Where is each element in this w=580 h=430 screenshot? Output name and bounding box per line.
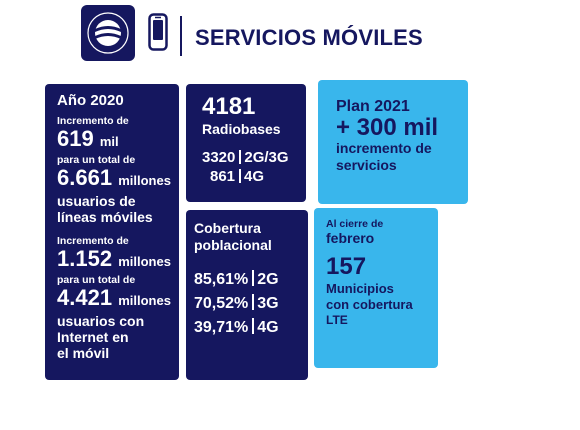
lines-total-prefix: para un total de <box>57 154 136 166</box>
coverage-row-value: 85,61% <box>194 271 249 288</box>
plan-value: + 300 mil <box>336 114 439 141</box>
coverage-row-value: 70,52% <box>194 295 249 312</box>
radiobases-row-tech: 2G/3G <box>244 149 289 166</box>
lines-label-2: líneas móviles <box>57 209 153 225</box>
lines-increment: 619 mil <box>57 127 179 154</box>
coverage-row-tech: 3G <box>257 295 279 312</box>
coverage-row-tech: 4G <box>257 319 279 336</box>
coverage-row: 39,71% 4G <box>194 316 308 340</box>
internet-total: 4.421 millones <box>57 286 179 313</box>
radiobases-row: 861 4G <box>202 167 306 186</box>
etecsa-logo <box>81 5 135 61</box>
municipalities-panel: Al cierre de febrero 157 Municipios con … <box>314 208 438 368</box>
municipalities-label-2: con cobertura <box>326 297 413 312</box>
lines-increment-unit: mil <box>99 134 119 149</box>
separator-bar <box>252 270 255 286</box>
radiobases-panel: 4181 Radiobases 3320 2G/3G 861 4G <box>186 84 306 202</box>
page-title: SERVICIOS MÓVILES <box>195 25 423 50</box>
coverage-row-value: 39,71% <box>194 319 249 336</box>
internet-increment-prefix: Incremento de <box>57 235 129 247</box>
radiobases-label: Radiobases <box>202 121 281 137</box>
radiobases-row-tech: 4G <box>244 168 265 185</box>
users-panel: Año 2020 Incremento de 619 mil para un t… <box>45 84 179 380</box>
separator-bar <box>239 169 242 183</box>
lines-increment-value: 619 <box>57 126 94 151</box>
plan-panel: Plan 2021 + 300 mil incremento de servic… <box>318 80 468 204</box>
radiobases-row-value: 3320 <box>202 149 236 166</box>
internet-label-1: usuarios con <box>57 313 145 329</box>
coverage-title: Cobertura poblacional <box>194 220 308 254</box>
internet-label-2: Internet en <box>57 329 129 345</box>
mobile-phone-icon <box>148 13 168 51</box>
header-divider <box>180 16 182 56</box>
lines-increment-prefix: Incremento de <box>57 115 129 127</box>
lines-total-unit: millones <box>118 173 171 188</box>
coverage-row-tech: 2G <box>257 271 279 288</box>
separator-bar <box>239 150 242 164</box>
internet-increment-unit: millones <box>118 254 171 269</box>
plan-label-1: incremento de <box>336 140 432 156</box>
municipalities-label-3: LTE <box>326 313 348 327</box>
municipalities-month: febrero <box>326 230 375 246</box>
coverage-title-1: Cobertura <box>194 220 261 236</box>
internet-label-3: el móvil <box>57 345 110 361</box>
coverage-row: 85,61% 2G <box>194 268 308 292</box>
radiobases-row: 3320 2G/3G <box>202 148 306 167</box>
lines-total: 6.661 millones <box>57 166 179 193</box>
internet-increment-value: 1.152 <box>57 246 113 271</box>
coverage-row: 70,52% 3G <box>194 292 308 316</box>
plan-label-2: servicios <box>336 157 397 173</box>
plan-title: Plan 2021 <box>336 98 410 115</box>
coverage-panel: Cobertura poblacional 85,61% 2G 70,52% 3G … <box>186 210 308 380</box>
radiobases-row-value: 861 <box>210 168 236 185</box>
internet-increment: 1.152 millones <box>57 247 179 274</box>
internet-total-unit: millones <box>118 293 171 308</box>
lines-total-value: 6.661 <box>57 165 113 190</box>
separator-bar <box>252 294 255 310</box>
municipalities-prefix: Al cierre de <box>326 218 384 230</box>
year-label: Año 2020 <box>57 92 124 109</box>
municipalities-label-1: Municipios <box>326 281 394 296</box>
lines-label-1: usuarios de <box>57 193 136 209</box>
internet-total-prefix: para un total de <box>57 274 136 286</box>
radiobases-total: 4181 <box>202 93 256 120</box>
separator-bar <box>252 318 255 334</box>
internet-total-value: 4.421 <box>57 285 113 310</box>
coverage-title-2: poblacional <box>194 237 272 253</box>
municipalities-value: 157 <box>326 253 367 280</box>
